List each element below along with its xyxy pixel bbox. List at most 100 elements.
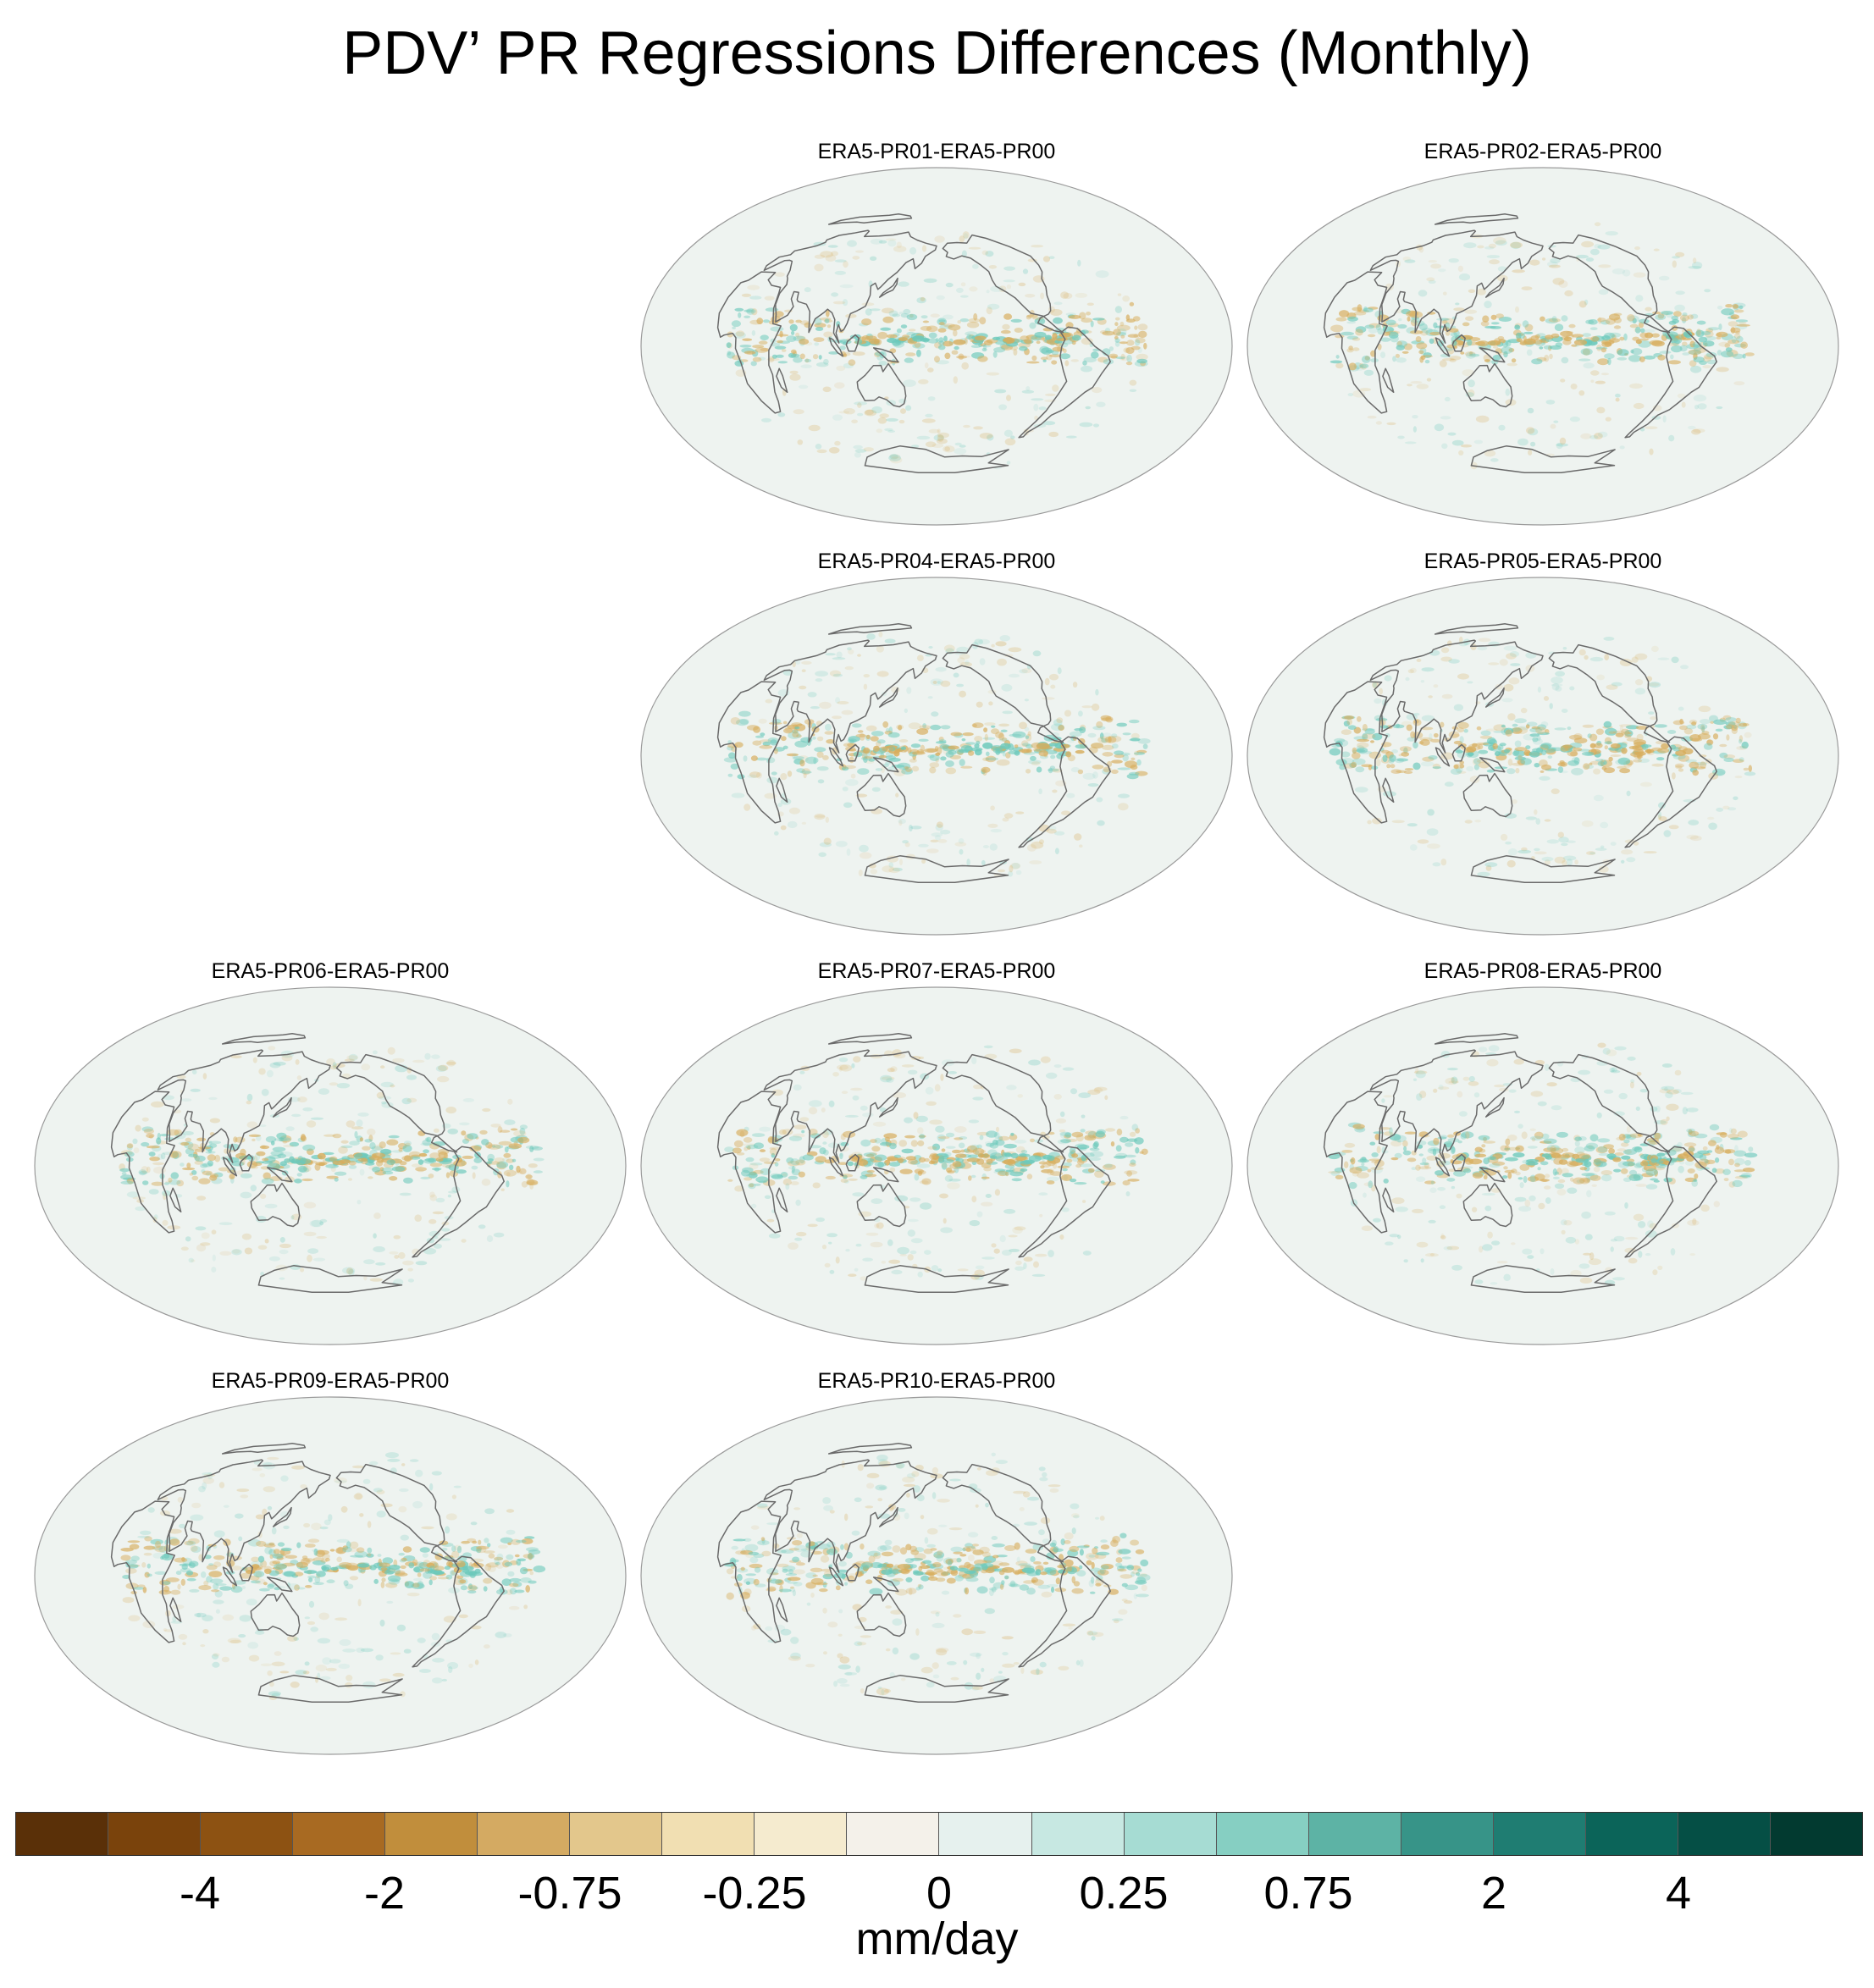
coastline-sumatra [222, 1566, 238, 1587]
colorbar-tick-label: -0.75 [517, 1868, 622, 1919]
coastline-eurasia [763, 639, 937, 754]
coastline-north-america [942, 1463, 1064, 1563]
coastline-new-guinea [872, 757, 899, 773]
colorbar-box [293, 1813, 386, 1855]
colorbar-tick-label: 2 [1480, 1868, 1507, 1919]
colorbar-box [108, 1813, 202, 1855]
coastline-borneo [1451, 1153, 1466, 1172]
coastline-japan [1484, 1096, 1505, 1118]
panel-title: ERA5-PR10-ERA5-PR00 [817, 1369, 1056, 1393]
panel-title: ERA5-PR01-ERA5-PR00 [817, 140, 1056, 163]
coastline-north-america [335, 1463, 458, 1563]
coastline-africa [1323, 1091, 1388, 1234]
colorbar-box [16, 1813, 109, 1855]
coastline-eurasia [157, 1459, 331, 1573]
coastline-eurasia [157, 1049, 331, 1163]
coastline-new-guinea [872, 347, 899, 363]
coastline-australia [1462, 362, 1513, 408]
coastline-antarctica-edge [257, 1675, 403, 1704]
coastlines [716, 1443, 1111, 1704]
coastline-greenland [827, 623, 913, 635]
map-outline [1247, 167, 1839, 526]
panel-title: ERA5-PR06-ERA5-PR00 [211, 959, 450, 983]
coastline-africa [1323, 681, 1388, 824]
coastline-sumatra [1435, 747, 1451, 767]
map-outline [640, 577, 1233, 936]
coastline-australia [856, 772, 907, 818]
map-background [35, 1397, 626, 1754]
map-panel-pr07: ERA5-PR07-ERA5-PR00 [637, 958, 1236, 1348]
coastline-south-america [1624, 1146, 1717, 1258]
coastlines [1323, 213, 1717, 474]
map-panel-pr05: ERA5-PR05-ERA5-PR00 [1243, 549, 1843, 938]
coastline-japan [878, 1096, 898, 1118]
map-background [641, 1397, 1232, 1754]
world-map [1247, 577, 1839, 936]
colorbar-box [478, 1813, 571, 1855]
anomaly-field [726, 231, 1148, 470]
coastline-greenland [1434, 1033, 1519, 1045]
map-background [1247, 987, 1838, 1345]
coastline-japan [878, 277, 898, 298]
coastline-eurasia [763, 1459, 937, 1573]
coastline-south-america [1018, 1146, 1111, 1258]
coastline-madagascar [1382, 777, 1395, 803]
colorbar-box [1124, 1813, 1217, 1855]
coastline-north-america [1548, 234, 1671, 334]
coastline-borneo [239, 1563, 253, 1582]
coastline-madagascar [776, 1187, 788, 1213]
map-outline [1247, 577, 1839, 936]
coastline-sumatra [1435, 337, 1451, 357]
colorbar-tick-label: -0.25 [702, 1868, 807, 1919]
coastline-north-america [942, 234, 1064, 334]
map-background [1247, 168, 1838, 525]
coastline-australia [1462, 772, 1513, 818]
colorbar-box [570, 1813, 663, 1855]
colorbar-box [385, 1813, 478, 1855]
panel-title: ERA5-PR07-ERA5-PR00 [817, 959, 1056, 983]
map-outline [640, 167, 1233, 526]
coastlines [1323, 1033, 1717, 1294]
map-panel-pr06: ERA5-PR06-ERA5-PR00 [30, 958, 630, 1348]
colorbar-tick-label: 0.25 [1079, 1868, 1169, 1919]
coastline-madagascar [1382, 1187, 1395, 1213]
map-outline [34, 986, 627, 1345]
panel-title: ERA5-PR09-ERA5-PR00 [211, 1369, 450, 1393]
coastline-japan [272, 1096, 292, 1118]
colorbar-box [1678, 1813, 1771, 1855]
coastline-eurasia [763, 229, 937, 344]
colorbar-units: mm/day [855, 1913, 1019, 1964]
coastline-south-america [1018, 326, 1111, 439]
colorbar-tick-label: -4 [179, 1868, 220, 1919]
coastlines [716, 213, 1111, 474]
coastline-madagascar [169, 1597, 182, 1623]
coastline-south-america [1624, 736, 1717, 848]
coastline-north-america [335, 1053, 458, 1153]
coastline-sumatra [222, 1157, 238, 1177]
colorbar-tick-label: 0 [926, 1868, 953, 1919]
coastline-new-guinea [872, 1167, 899, 1183]
coastline-africa [716, 681, 782, 824]
coastline-antarctica-edge [1470, 855, 1616, 884]
map-outline [640, 1396, 1233, 1755]
coastline-greenland [827, 1443, 913, 1455]
coastlines [110, 1443, 505, 1704]
coastline-greenland [1434, 213, 1519, 225]
coastline-antarctica-edge [864, 445, 1009, 474]
coastline-borneo [845, 1563, 860, 1582]
coastline-new-guinea [872, 1577, 899, 1593]
coastline-japan [1484, 687, 1505, 708]
coastline-eurasia [1369, 229, 1544, 344]
coastline-japan [878, 687, 898, 708]
coastline-greenland [1434, 623, 1519, 635]
coastline-madagascar [776, 1597, 788, 1623]
anomaly-field [119, 1046, 545, 1286]
map-background [641, 168, 1232, 525]
world-map [1247, 986, 1839, 1345]
world-map [1247, 167, 1839, 526]
coastline-japan [1484, 277, 1505, 298]
coastline-antarctica-edge [864, 1265, 1009, 1294]
anomaly-field [1328, 1042, 1758, 1286]
coastline-sumatra [828, 747, 844, 767]
panel-title: ERA5-PR05-ERA5-PR00 [1423, 549, 1662, 573]
